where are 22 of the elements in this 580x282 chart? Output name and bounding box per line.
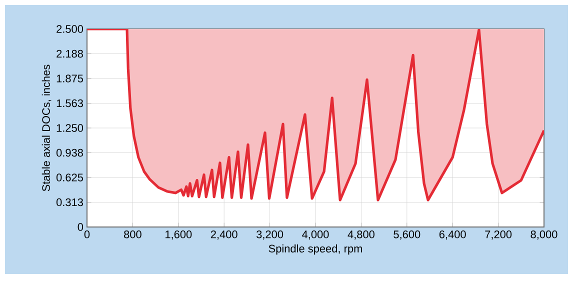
y-tick-label: 1.250: [56, 124, 84, 132]
x-tick-label: 7,200: [485, 230, 512, 240]
x-axis-title: Spindle speed, rpm: [268, 244, 362, 255]
y-tick-label: 1.563: [56, 99, 83, 108]
x-tick-label: 4,800: [348, 230, 374, 240]
x-tick-label: 1,600: [166, 230, 192, 240]
y-tick-label: 0.313: [56, 198, 83, 206]
x-tick-label: 5,600: [394, 230, 420, 240]
x-tick-label: 0: [84, 230, 90, 238]
y-tick-label: 2.188: [56, 50, 83, 58]
y-tick-label: 1.875: [56, 74, 84, 82]
x-tick-label: 3,200: [256, 230, 284, 240]
y-tick-label: 0.625: [56, 174, 84, 182]
x-tick-label: 4,000: [302, 230, 329, 240]
y-tick-label: 2.500: [56, 25, 84, 33]
y-axis-title: Stable axial DOCs, inches: [42, 64, 52, 192]
x-tick-label: 6,400: [439, 230, 466, 240]
x-tick-label: 800: [124, 230, 142, 238]
y-tick-label: 0.938: [56, 148, 83, 157]
y-tick-label: 0: [78, 223, 84, 231]
x-tick-label: 2,400: [210, 230, 238, 240]
x-tick-label: 8,000: [530, 230, 558, 240]
